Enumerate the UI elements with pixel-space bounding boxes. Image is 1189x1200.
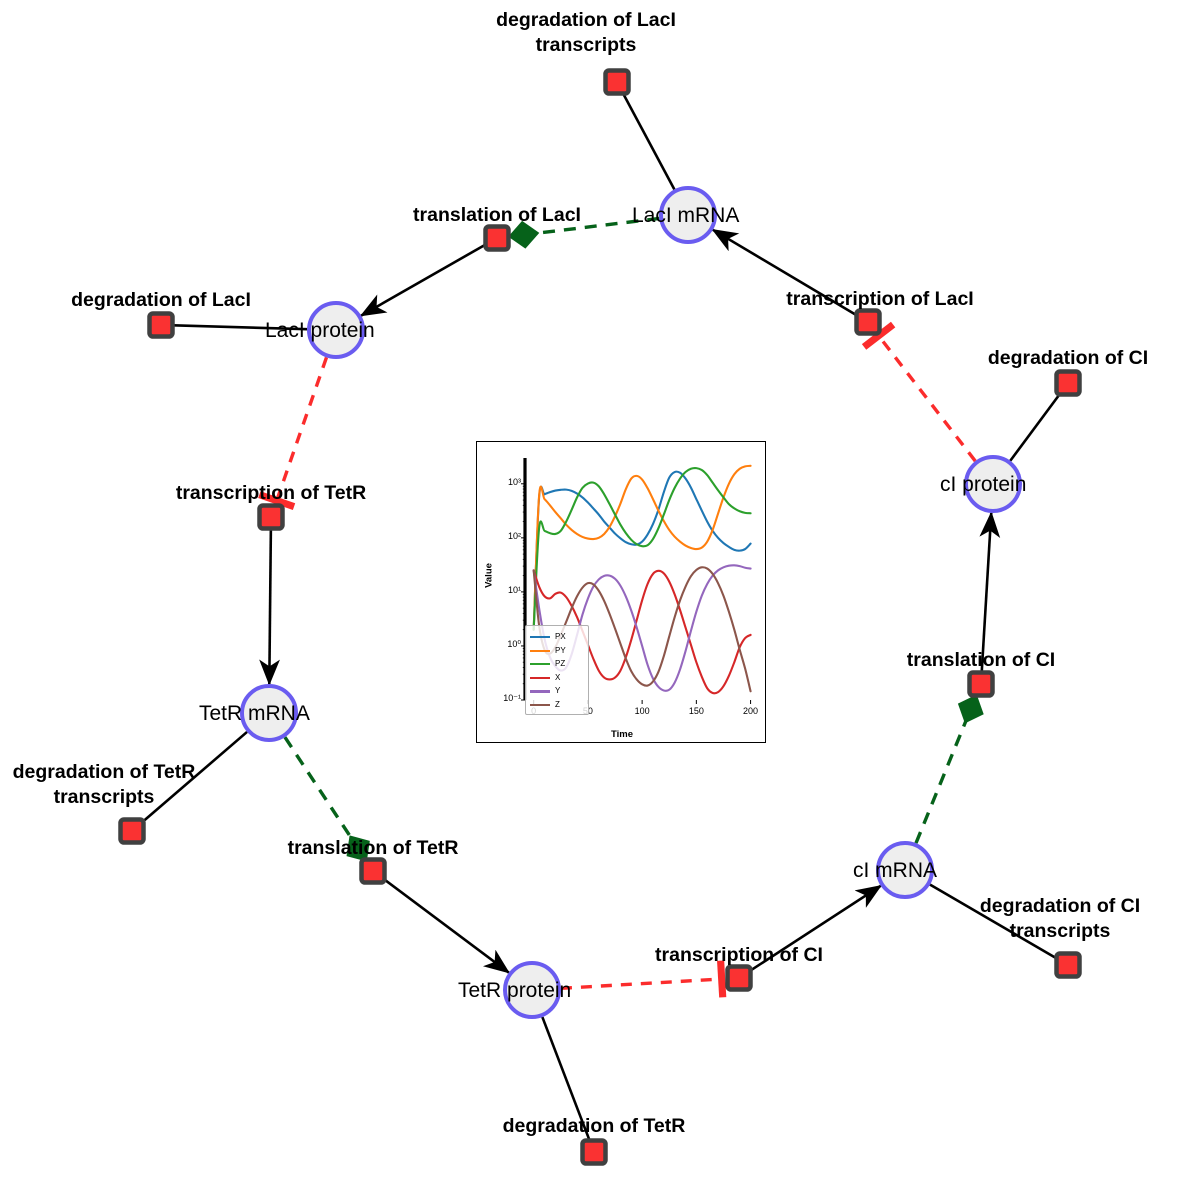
legend-item-Y: Y (530, 684, 586, 697)
legend-item-PZ: PZ (530, 657, 586, 670)
legend-item-PY: PY (530, 644, 586, 657)
species-label-ci_protein: cI protein (940, 473, 1027, 496)
reaction-node-transcription_tetr[interactable] (257, 503, 285, 531)
reaction-node-translation_ci[interactable] (967, 670, 995, 698)
species-node-tetr_mrna[interactable] (240, 684, 298, 742)
legend-label-PY: PY (555, 645, 566, 655)
reaction-node-transcription_laci[interactable] (854, 308, 882, 336)
reaction-node-translation_laci[interactable] (483, 224, 511, 252)
legend-label-Z: Z (555, 700, 560, 709)
edge-product (359, 242, 488, 317)
legend-swatch-PX (530, 636, 550, 639)
reaction-node-transcription_ci[interactable] (725, 964, 753, 992)
species-label-laci_mrna: LacI mRNA (632, 204, 740, 227)
legend-swatch-PZ (530, 663, 550, 666)
y-axis-label: Value (483, 563, 495, 588)
series-PY (532, 464, 752, 631)
x-tick-label: 200 (743, 706, 759, 716)
series-PZ (532, 466, 752, 631)
species-label-tetr_protein: TetR protein (458, 979, 572, 1002)
legend-swatch-X (530, 676, 550, 679)
series-PX (532, 470, 752, 631)
legend-swatch-PY (530, 649, 550, 652)
species-node-laci_mrna[interactable] (659, 186, 717, 244)
edge-substrate (621, 91, 676, 191)
edge-catalysis (914, 694, 984, 844)
species-node-tetr_protein[interactable] (503, 961, 561, 1019)
edge-substrate (140, 730, 248, 825)
x-tick-label: 100 (634, 706, 650, 716)
y-tick-label: 10⁻¹ (503, 693, 521, 703)
legend-label-Y: Y (555, 686, 561, 696)
series-Z (532, 566, 752, 693)
legend-label-PX: PX (555, 632, 566, 641)
x-axis-label: Time (610, 729, 633, 740)
node-layer (118, 68, 1082, 1166)
y-tick-label: 10⁰ (507, 638, 521, 649)
x-tick-label: 150 (688, 706, 704, 716)
species-node-laci_protein[interactable] (307, 301, 365, 359)
edge-product (979, 511, 1001, 673)
edge-inhibition (258, 356, 329, 511)
edge-substrate (541, 1016, 591, 1142)
y-tick-label: 10² (507, 530, 521, 541)
legend-item-PX: PX (530, 630, 586, 643)
y-tick-label: 10¹ (507, 584, 521, 595)
reaction-node-deg_tetr_transcripts[interactable] (118, 817, 146, 845)
reaction-node-deg_ci_transcripts[interactable] (1054, 951, 1082, 979)
reaction-node-deg_tetr[interactable] (580, 1138, 608, 1166)
edge-product (381, 877, 511, 974)
edge-inhibition (560, 960, 727, 998)
species-label-ci_mrna: cI mRNA (853, 859, 937, 882)
reaction-node-deg_laci[interactable] (147, 311, 175, 339)
edge-substrate (929, 883, 1059, 961)
edge-catalysis (508, 216, 660, 249)
legend-swatch-Y (530, 690, 550, 693)
reaction-node-deg_ci[interactable] (1054, 369, 1082, 397)
reaction-node-deg_laci_transcripts[interactable] (603, 68, 631, 96)
legend-swatch-Z (530, 704, 550, 707)
edge-product (748, 884, 882, 973)
edge-substrate (1009, 391, 1062, 462)
edge-layer (140, 91, 1062, 1142)
species-node-ci_mrna[interactable] (876, 841, 934, 899)
legend-item-Z: Z (530, 698, 586, 711)
species-label-laci_protein: LacI protein (265, 319, 375, 342)
plot-legend: PX PY PZ X Y Z (525, 625, 589, 715)
y-tick-label: 10³ (507, 476, 521, 487)
species-label-tetr_mrna: TetR mRNA (199, 702, 310, 725)
legend-item-X: X (530, 671, 586, 684)
edge-product (259, 528, 280, 686)
edge-inhibition (861, 321, 977, 463)
legend-label-X: X (555, 672, 561, 682)
legend-label-PZ: PZ (555, 659, 566, 669)
reaction-node-translation_tetr[interactable] (359, 857, 387, 885)
edge-substrate (172, 324, 308, 331)
edge-catalysis (283, 736, 370, 862)
species-node-ci_protein[interactable] (964, 455, 1022, 513)
series-X (532, 569, 752, 695)
edge-product (711, 228, 859, 317)
